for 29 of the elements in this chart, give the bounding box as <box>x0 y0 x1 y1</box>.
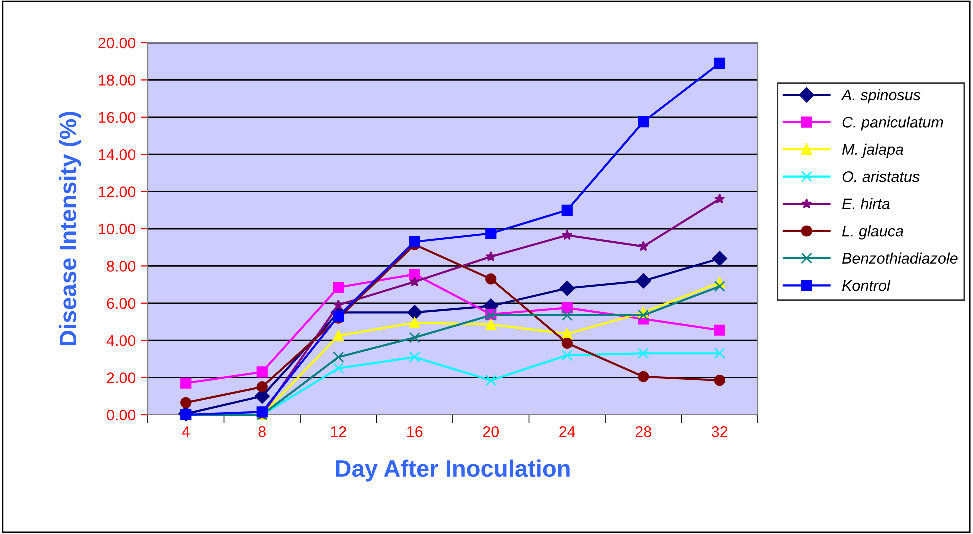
x-tick-label: 12 <box>331 426 346 438</box>
x-tick-label: 4 <box>182 426 190 438</box>
legend-label: Benzothiadiazole <box>842 252 958 264</box>
y-tick-label: 4.00 <box>106 335 136 346</box>
y-tick-label: 14.00 <box>99 149 136 160</box>
x-tick-label: 8 <box>258 426 266 438</box>
x-axis-title: Day After Inoculation <box>336 460 570 482</box>
legend-label: L. glauca <box>842 226 904 240</box>
y-tick-label: 6.00 <box>107 298 136 310</box>
y-axis-title: Disease Intensity (%) <box>59 112 82 346</box>
y-tick-label: 8.00 <box>107 261 136 272</box>
y-tick-label: 2.00 <box>107 372 136 384</box>
legend-label: A. spinosus <box>841 89 921 104</box>
x-tick-label: 20 <box>483 426 500 438</box>
y-tick-label: 18.00 <box>99 75 136 86</box>
y-tick-label: 0.00 <box>107 410 136 421</box>
legend-label: C. paniculatum <box>842 116 944 131</box>
y-tick-label: 16.00 <box>99 112 136 124</box>
legend-label: M. jalapa <box>842 144 904 158</box>
legend-label: O. aristatus <box>842 171 920 182</box>
y-tick-label: 10.00 <box>99 224 136 235</box>
x-tick-label: 16 <box>408 426 423 438</box>
y-tick-label: 12.00 <box>99 186 136 198</box>
legend-label: Kontrol <box>842 280 891 292</box>
x-tick-label: 28 <box>636 426 652 438</box>
x-tick-label: 32 <box>712 426 728 438</box>
y-tick-label: 20.00 <box>98 38 136 49</box>
legend-label: E. hirta <box>842 198 890 210</box>
x-tick-label: 24 <box>560 426 576 438</box>
